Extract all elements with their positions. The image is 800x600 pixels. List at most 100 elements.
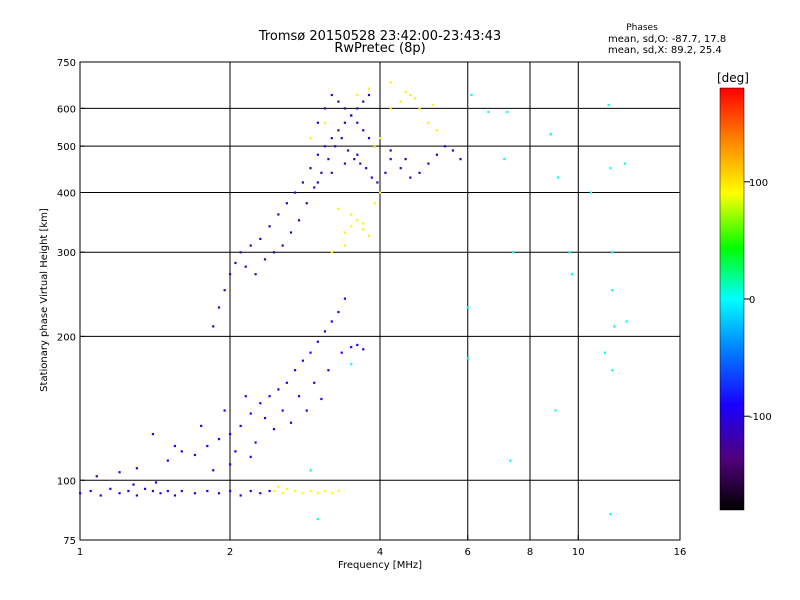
data-point [281, 244, 284, 247]
data-point [313, 186, 316, 189]
data-point [272, 251, 276, 254]
data-point [109, 487, 112, 490]
data-point [343, 297, 347, 300]
data-point [359, 162, 362, 165]
data-point [409, 93, 412, 97]
data-point [330, 251, 333, 254]
colorbar-tick-label: -100 [749, 412, 772, 423]
data-point [356, 219, 359, 222]
data-point [259, 492, 262, 495]
data-point [135, 467, 138, 470]
y-tick-label: 600 [57, 104, 76, 115]
data-point [293, 369, 297, 372]
data-point [343, 121, 347, 124]
data-point [263, 258, 267, 261]
y-axis: 75 100 200 300 400 500 600 750 [57, 58, 85, 547]
data-point [367, 137, 371, 140]
data-point [254, 441, 257, 444]
data-point [418, 171, 421, 174]
data-point [249, 489, 252, 493]
data-point [509, 459, 512, 462]
data-point [305, 202, 308, 205]
data-point [323, 489, 327, 493]
data-point [297, 219, 301, 222]
data-point [285, 202, 288, 205]
data-point [89, 489, 92, 493]
data-point [443, 145, 447, 148]
data-point [316, 492, 319, 495]
y-tick-label: 750 [57, 58, 76, 69]
data-point [99, 494, 102, 497]
x-tick-label: 4 [377, 547, 383, 558]
data-point [356, 343, 359, 347]
data-point [362, 222, 365, 225]
data-point [79, 492, 82, 495]
data-point [343, 244, 347, 247]
data-point [570, 273, 573, 276]
data-point [293, 489, 297, 493]
data-point [362, 129, 365, 132]
data-point [356, 121, 359, 124]
data-point [249, 244, 252, 247]
data-point [297, 395, 301, 398]
data-point [589, 191, 593, 194]
data-point [384, 171, 387, 174]
data-point [362, 100, 365, 103]
data-point [277, 388, 280, 391]
data-point [373, 202, 376, 205]
data-point [613, 325, 616, 328]
data-point [356, 93, 359, 97]
data-point [459, 158, 462, 161]
y-tick-label: 500 [57, 142, 76, 153]
data-point [151, 432, 155, 436]
data-point [404, 158, 407, 161]
data-point [512, 251, 515, 254]
data-point [330, 171, 333, 174]
data-point [254, 273, 257, 276]
data-point [301, 359, 305, 362]
data-point [365, 167, 368, 170]
data-point [323, 107, 327, 110]
data-point [259, 237, 262, 241]
data-point [340, 351, 343, 354]
data-point [151, 489, 155, 493]
data-point [350, 225, 353, 228]
data-point [285, 487, 288, 490]
data-point [118, 492, 121, 495]
data-point [95, 475, 98, 478]
data-point [244, 395, 247, 398]
data-point [166, 489, 169, 493]
data-point [334, 145, 337, 148]
data-point [413, 97, 417, 100]
data-point [277, 485, 280, 488]
y-tick-label: 100 [57, 476, 76, 487]
data-point [350, 213, 353, 216]
data-point [373, 145, 376, 148]
data-point [259, 402, 262, 405]
data-point [343, 162, 347, 165]
y-tick-label: 400 [57, 188, 76, 199]
data-point [603, 351, 606, 354]
data-point [330, 137, 333, 140]
data-points [79, 81, 628, 521]
chart-title: Tromsø 20150528 23:42:00-23:43:43 [258, 29, 501, 44]
data-point [193, 492, 197, 495]
data-point [367, 234, 371, 237]
data-point [623, 162, 627, 165]
data-point [404, 90, 407, 93]
data-point [611, 251, 614, 254]
data-point [323, 330, 327, 333]
data-point [362, 228, 365, 231]
data-point [568, 251, 571, 254]
data-point [154, 481, 158, 484]
data-point [487, 110, 490, 114]
data-point [320, 397, 323, 401]
gridlines [80, 62, 680, 540]
stats-line2: mean, sd,X: 89.2, 25.4 [608, 45, 722, 56]
data-point [367, 93, 371, 97]
data-point [609, 513, 612, 516]
data-point [337, 207, 340, 210]
data-point [506, 110, 509, 114]
data-point [166, 459, 169, 462]
